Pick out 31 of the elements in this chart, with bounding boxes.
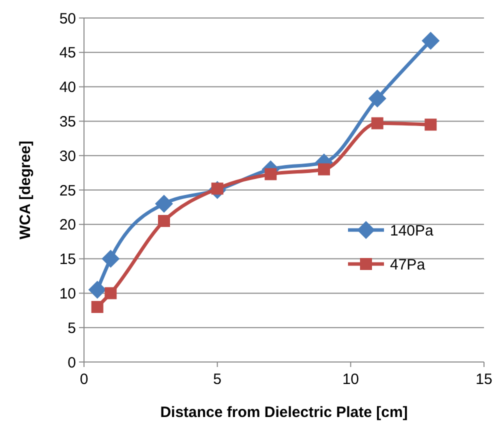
legend-label: 47Pa <box>390 256 426 274</box>
point <box>102 250 120 268</box>
point <box>371 117 384 130</box>
y-tick-label: 0 <box>68 354 76 372</box>
y-tick-label: 30 <box>59 148 76 165</box>
y-tick-label: 40 <box>59 79 76 96</box>
y-tick-label: 50 <box>59 10 76 28</box>
y-tick-label: 20 <box>59 216 76 234</box>
legend-label: 140Pa <box>390 222 434 240</box>
point <box>91 300 104 313</box>
y-tick-label: 15 <box>59 251 76 268</box>
point <box>158 214 170 227</box>
x-tick-label: 0 <box>80 371 88 388</box>
y-axis-title: WCA [degree] <box>17 140 34 240</box>
x-tick-label: 10 <box>342 371 360 388</box>
point <box>88 280 106 299</box>
x-tick-label: 15 <box>476 371 492 388</box>
point <box>318 163 330 176</box>
point <box>422 32 440 50</box>
point <box>368 89 386 108</box>
point <box>264 168 277 180</box>
y-tick-label: 5 <box>68 320 76 337</box>
point <box>104 287 117 300</box>
x-axis-title: Distance from Dielectric Plate [cm] <box>160 404 408 421</box>
y-tick-label: 35 <box>59 113 76 130</box>
y-tick-label: 45 <box>59 44 76 62</box>
point <box>424 118 437 131</box>
y-tick-label: 10 <box>59 285 76 302</box>
point <box>155 194 173 213</box>
y-tick-label: 25 <box>59 182 76 200</box>
x-tick-label: 5 <box>213 371 222 388</box>
